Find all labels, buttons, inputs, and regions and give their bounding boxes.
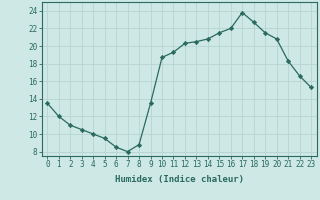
X-axis label: Humidex (Indice chaleur): Humidex (Indice chaleur)	[115, 175, 244, 184]
